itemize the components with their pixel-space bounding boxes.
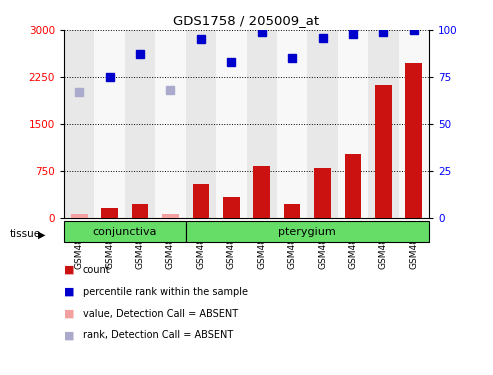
Bar [223,197,240,217]
Text: count: count [83,265,110,275]
Bar [193,184,209,218]
Bar [398,30,429,217]
Bar [307,30,338,217]
Bar [368,30,398,217]
Text: conjunctiva: conjunctiva [93,226,157,237]
Bar [125,30,155,217]
Bar [64,221,186,242]
Bar [253,166,270,218]
Bar [186,30,216,217]
Bar [375,85,391,218]
Bar [246,30,277,217]
Bar [155,30,186,217]
Text: value, Detection Call = ABSENT: value, Detection Call = ABSENT [83,309,238,318]
Bar [345,154,361,218]
Bar [64,30,95,217]
Bar [216,30,246,217]
Text: ■: ■ [64,265,74,275]
Text: ■: ■ [64,330,74,340]
Text: ▶: ▶ [38,230,46,239]
Bar [284,204,300,218]
Text: pterygium: pterygium [279,226,336,237]
Text: ■: ■ [64,309,74,318]
Title: GDS1758 / 205009_at: GDS1758 / 205009_at [174,15,319,27]
Bar [102,207,118,218]
Bar [314,168,331,217]
Text: rank, Detection Call = ABSENT: rank, Detection Call = ABSENT [83,330,233,340]
Bar [71,214,88,217]
Bar [405,63,422,217]
Bar [338,30,368,217]
Bar [95,30,125,217]
Text: percentile rank within the sample: percentile rank within the sample [83,287,248,297]
Text: tissue: tissue [10,230,41,239]
Text: ■: ■ [64,287,74,297]
Bar [277,30,307,217]
Bar [162,214,179,217]
Bar [132,204,148,218]
Bar [186,221,429,242]
